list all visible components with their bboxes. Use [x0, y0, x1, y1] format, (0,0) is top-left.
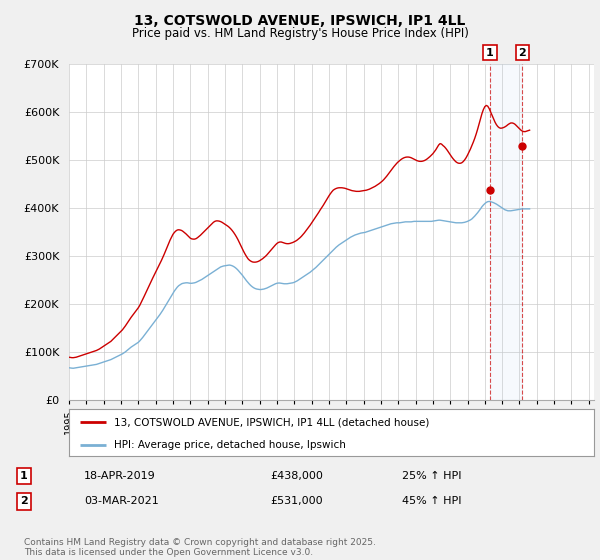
Text: Price paid vs. HM Land Registry's House Price Index (HPI): Price paid vs. HM Land Registry's House … — [131, 27, 469, 40]
Text: HPI: Average price, detached house, Ipswich: HPI: Average price, detached house, Ipsw… — [113, 440, 346, 450]
Text: 1: 1 — [486, 48, 494, 58]
Text: 03-MAR-2021: 03-MAR-2021 — [84, 496, 159, 506]
Text: 2: 2 — [518, 48, 526, 58]
Text: 45% ↑ HPI: 45% ↑ HPI — [402, 496, 461, 506]
Bar — [490, 64, 523, 400]
Text: 25% ↑ HPI: 25% ↑ HPI — [402, 471, 461, 481]
Text: 13, COTSWOLD AVENUE, IPSWICH, IP1 4LL: 13, COTSWOLD AVENUE, IPSWICH, IP1 4LL — [134, 14, 466, 28]
Text: 18-APR-2019: 18-APR-2019 — [84, 471, 156, 481]
Text: 1: 1 — [20, 471, 28, 481]
Text: 13, COTSWOLD AVENUE, IPSWICH, IP1 4LL (detached house): 13, COTSWOLD AVENUE, IPSWICH, IP1 4LL (d… — [113, 417, 429, 427]
Text: £531,000: £531,000 — [270, 496, 323, 506]
Text: £438,000: £438,000 — [270, 471, 323, 481]
Text: 2: 2 — [20, 496, 28, 506]
Text: Contains HM Land Registry data © Crown copyright and database right 2025.
This d: Contains HM Land Registry data © Crown c… — [24, 538, 376, 557]
